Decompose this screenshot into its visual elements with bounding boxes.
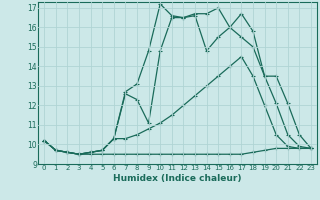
X-axis label: Humidex (Indice chaleur): Humidex (Indice chaleur) — [113, 174, 242, 183]
